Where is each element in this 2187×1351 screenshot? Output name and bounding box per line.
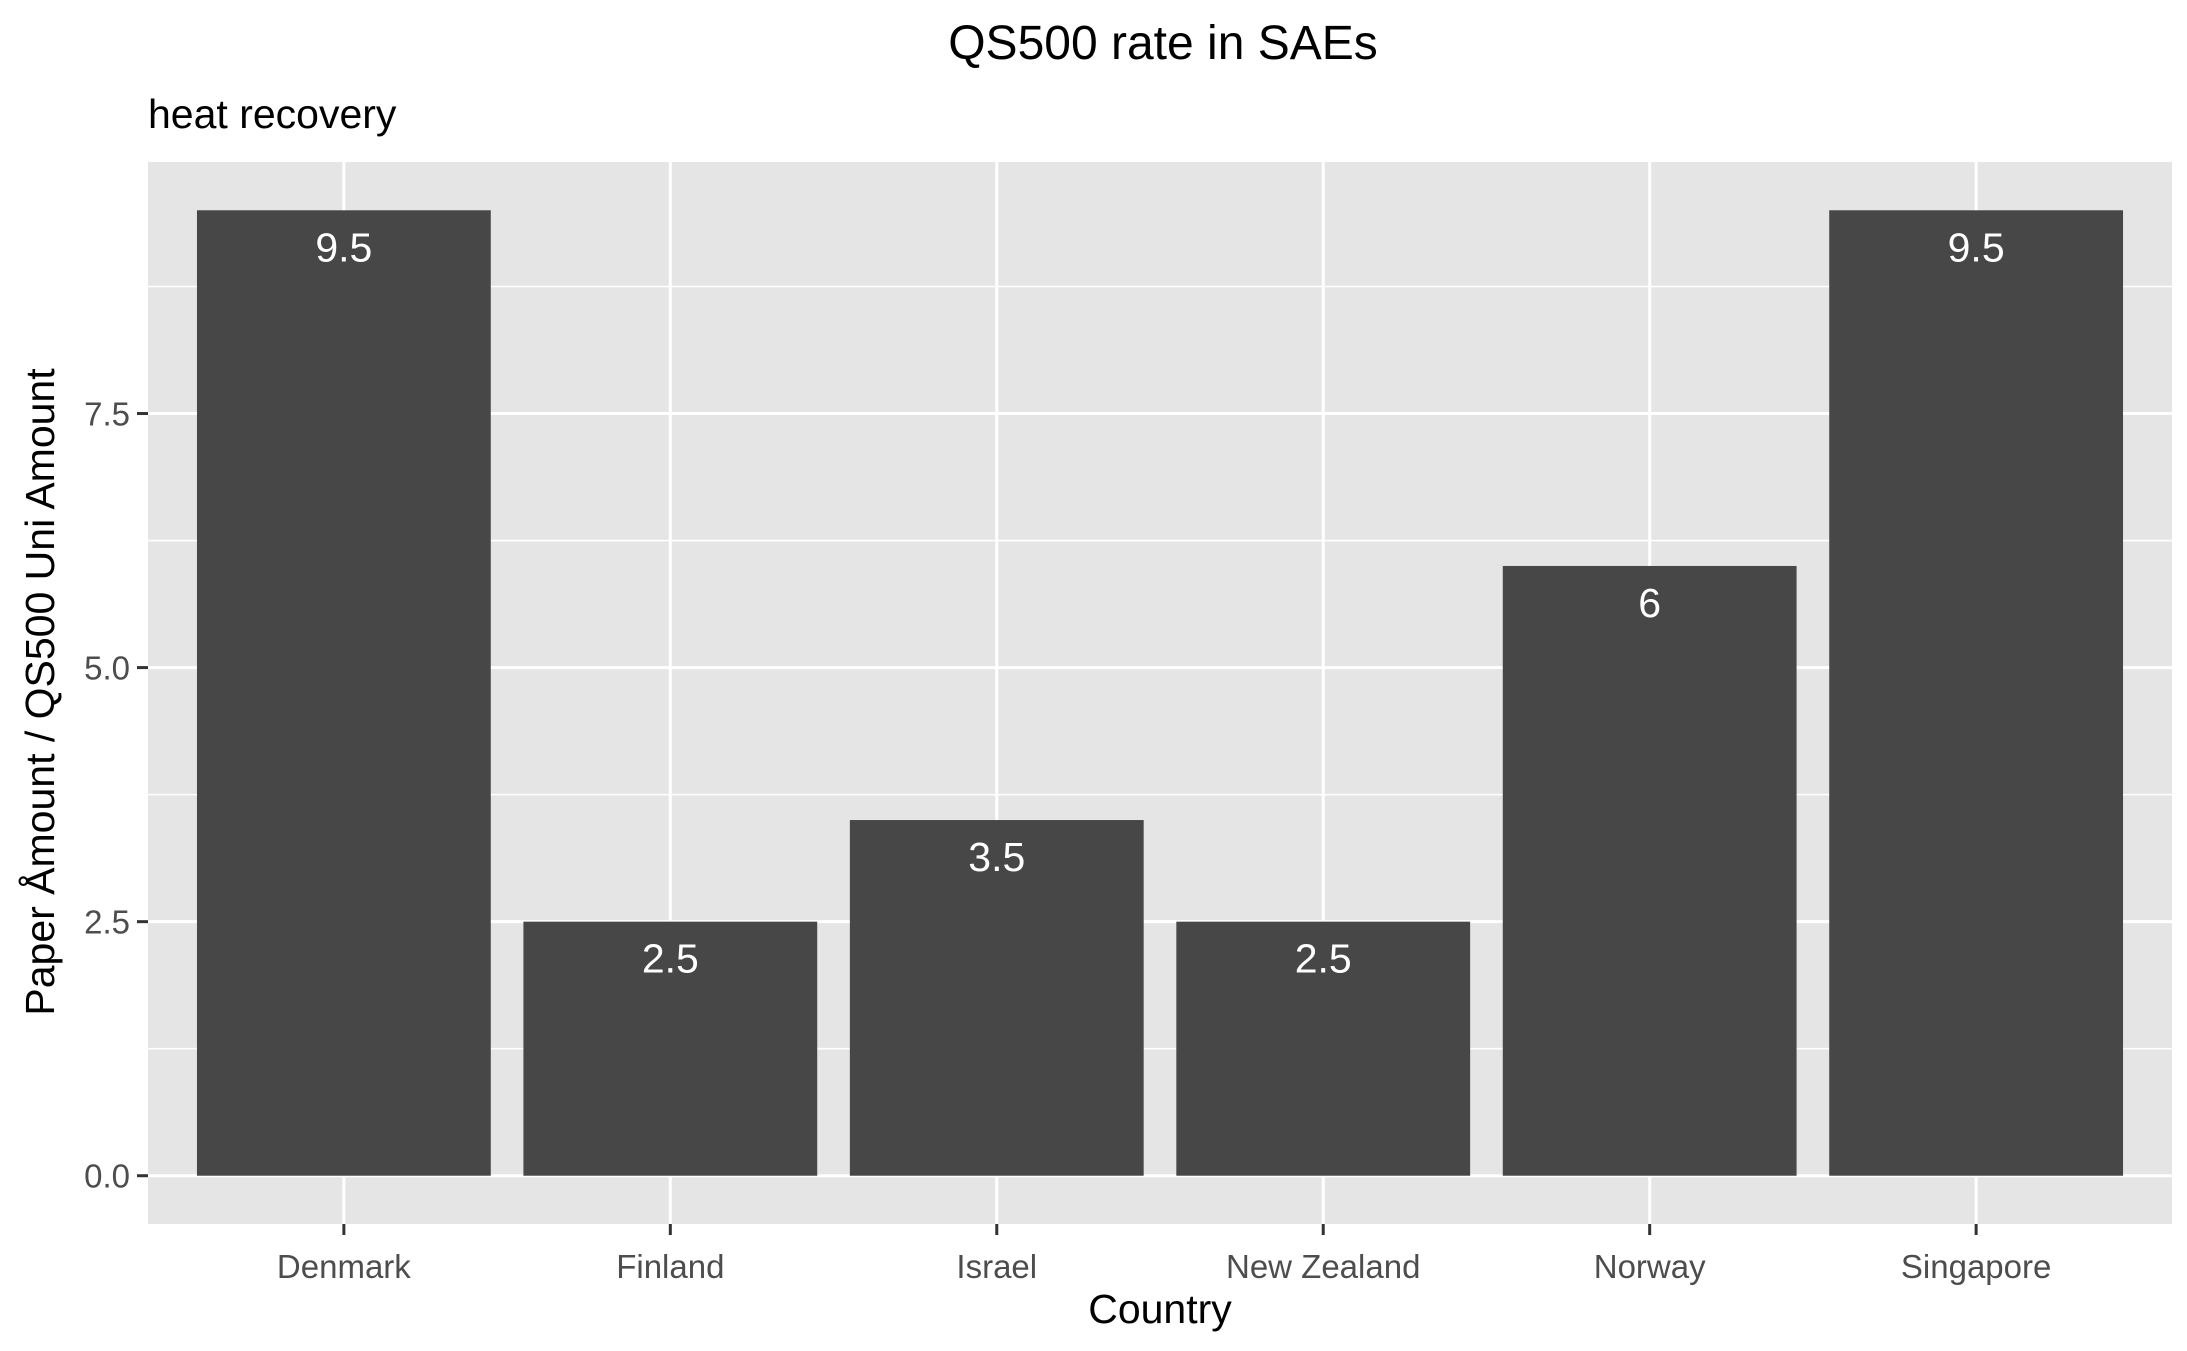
x-tick-label: Norway <box>1594 1248 1706 1285</box>
x-tick-label: Israel <box>956 1248 1037 1285</box>
chart-subtitle: heat recovery <box>148 91 397 137</box>
bar-norway <box>1502 565 1797 1176</box>
y-tick-label: 5.0 <box>84 650 130 687</box>
bar-finland <box>523 921 818 1176</box>
bar-labels-group: 9.5 2.5 3.5 2.5 6 9.5 <box>315 224 2004 981</box>
y-tick-label: 2.5 <box>84 904 130 941</box>
y-tick-label: 0.0 <box>84 1158 130 1195</box>
bar-israel <box>849 820 1144 1176</box>
bar-value-label: 3.5 <box>968 834 1025 880</box>
x-tick-label: New Zealand <box>1226 1248 1420 1285</box>
bar-value-label: 9.5 <box>1948 224 2005 270</box>
y-axis-title: Paper Åmount / QS500 Uni Amount <box>17 368 63 1016</box>
bars-group <box>196 210 2124 1176</box>
y-axis: 0.0 2.5 5.0 7.5 <box>84 396 148 1195</box>
bar-value-label: 9.5 <box>315 224 372 270</box>
bar-singapore <box>1829 210 2124 1176</box>
chart-title: QS500 rate in SAEs <box>948 17 1378 70</box>
y-tick-label: 7.5 <box>84 396 130 433</box>
x-tick-label: Denmark <box>277 1248 411 1285</box>
bar-denmark <box>196 210 491 1176</box>
x-tick-label: Singapore <box>1901 1248 2051 1285</box>
bar-value-label: 2.5 <box>1295 936 1352 982</box>
x-axis-title: Country <box>1088 1286 1232 1332</box>
bar-value-label: 6 <box>1638 580 1661 626</box>
bar-value-label: 2.5 <box>642 936 699 982</box>
x-tick-label: Finland <box>616 1248 724 1285</box>
x-axis: Denmark Finland Israel New Zealand Norway Sin… <box>277 1224 2051 1285</box>
bar-new-zealand <box>1176 921 1471 1176</box>
